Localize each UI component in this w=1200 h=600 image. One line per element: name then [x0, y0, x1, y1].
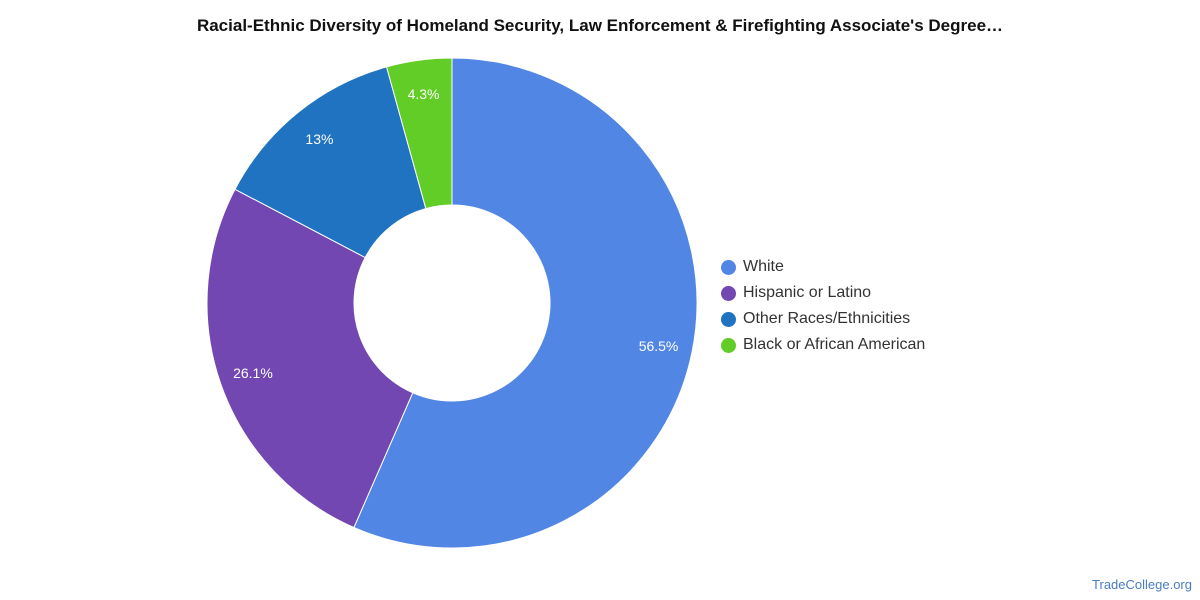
source-credit-link[interactable]: TradeCollege.org	[1092, 577, 1192, 592]
data-label-white: 56.5%	[639, 338, 679, 354]
legend-swatch-icon	[721, 311, 736, 327]
legend-swatch-icon	[721, 259, 736, 275]
legend-item-hispanic-or-latino[interactable]: Hispanic or Latino	[721, 280, 925, 306]
chart-title: Racial-Ethnic Diversity of Homeland Secu…	[196, 16, 1004, 35]
data-label-hispanic-or-latino: 26.1%	[233, 365, 273, 381]
pie-slice-other-races-ethnicities[interactable]	[234, 66, 427, 259]
legend-swatch-icon	[721, 285, 736, 301]
legend-label: Hispanic or Latino	[743, 284, 872, 301]
chart-legend: White Hispanic or Latino Other Races/Ethni…	[721, 254, 925, 358]
legend-label: Other Races/Ethnicities	[743, 310, 911, 327]
legend-label: Black or African American	[743, 336, 926, 353]
pie-slice-black-or-african-american[interactable]	[385, 57, 453, 210]
pie-slice-hispanic-or-latino[interactable]	[206, 188, 414, 529]
legend-label: White	[743, 258, 784, 275]
legend-item-white[interactable]: White	[721, 254, 925, 280]
legend-swatch-icon	[721, 337, 736, 353]
legend-item-black-or-african-american[interactable]: Black or African American	[721, 332, 925, 358]
data-label-other-races-ethnicities: 13%	[305, 131, 333, 147]
legend-item-other-races-ethnicities[interactable]: Other Races/Ethnicities	[721, 306, 925, 332]
pie-slice-white[interactable]	[353, 57, 698, 549]
data-label-black-or-african-american: 4.3%	[408, 86, 440, 102]
